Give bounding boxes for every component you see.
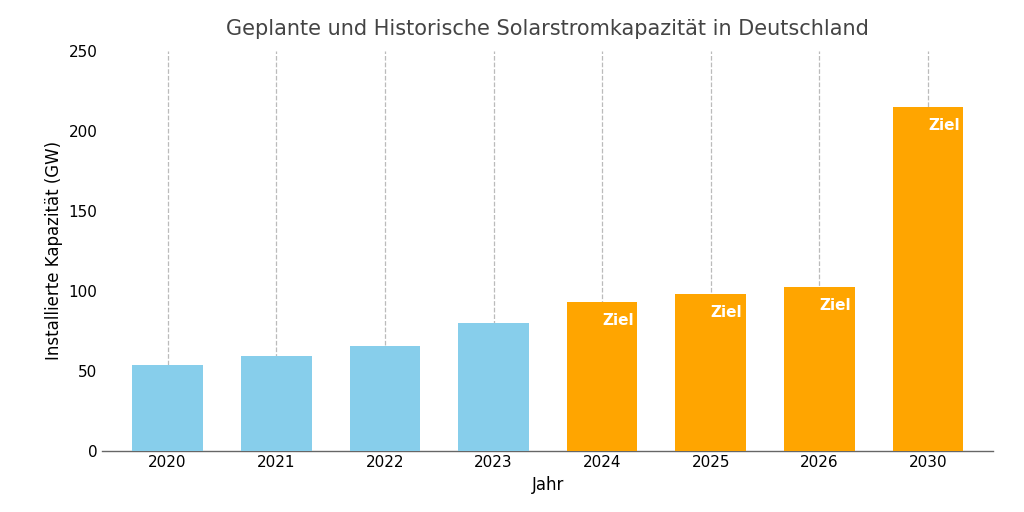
Bar [893, 107, 964, 451]
Text: Ziel: Ziel [602, 313, 634, 328]
Bar [132, 365, 203, 451]
Text: Ziel: Ziel [711, 305, 742, 320]
Bar [241, 356, 311, 451]
Bar [784, 287, 855, 451]
Text: Ziel: Ziel [928, 118, 959, 133]
Title: Geplante und Historische Solarstromkapazität in Deutschland: Geplante und Historische Solarstromkapaz… [226, 18, 869, 38]
Bar [676, 294, 746, 451]
Bar [567, 302, 638, 451]
X-axis label: Jahr: Jahr [531, 476, 564, 494]
Bar [349, 346, 420, 451]
Y-axis label: Installierte Kapazität (GW): Installierte Kapazität (GW) [45, 141, 63, 360]
Text: Ziel: Ziel [819, 298, 851, 313]
Bar [458, 323, 528, 451]
